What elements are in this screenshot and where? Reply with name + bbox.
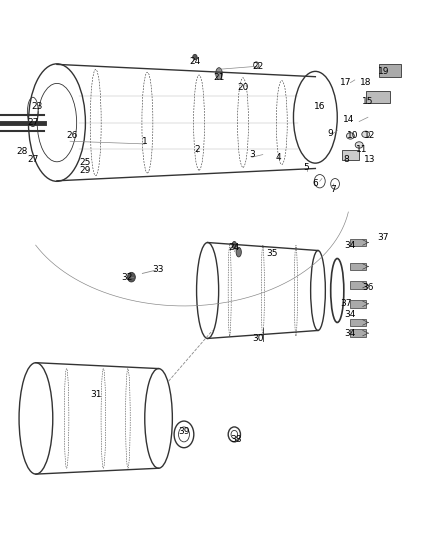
Bar (342, 150, 359, 160)
Text: 13: 13 (364, 156, 376, 164)
Bar (350, 263, 366, 270)
Text: 12: 12 (364, 132, 376, 140)
Text: 3: 3 (249, 150, 255, 159)
Text: 37: 37 (378, 233, 389, 241)
Text: 21: 21 (213, 73, 225, 82)
Text: 38: 38 (231, 435, 242, 444)
Text: 6: 6 (312, 180, 318, 188)
Text: 20: 20 (237, 84, 249, 92)
Text: 10: 10 (347, 132, 358, 140)
Bar (350, 239, 366, 246)
Text: 31: 31 (91, 390, 102, 399)
Text: 39: 39 (178, 427, 190, 436)
Text: 22: 22 (253, 62, 264, 71)
Text: 24: 24 (229, 244, 240, 252)
Bar (350, 281, 366, 289)
Text: 18: 18 (360, 78, 371, 87)
Text: 23: 23 (32, 102, 43, 111)
Text: 11: 11 (356, 145, 367, 154)
Text: 7: 7 (330, 185, 336, 193)
Text: 26: 26 (67, 132, 78, 140)
Ellipse shape (127, 272, 135, 282)
Ellipse shape (346, 133, 354, 139)
Ellipse shape (232, 241, 237, 249)
Text: 33: 33 (152, 265, 163, 273)
Text: 9: 9 (328, 129, 334, 138)
Ellipse shape (362, 131, 370, 138)
Text: 37: 37 (340, 300, 352, 308)
Text: 2: 2 (194, 145, 200, 154)
Text: 27: 27 (27, 156, 39, 164)
Bar (379, 64, 401, 77)
Text: 25: 25 (80, 158, 91, 167)
Text: 24: 24 (189, 57, 201, 66)
Text: 17: 17 (340, 78, 352, 87)
Text: 8: 8 (343, 156, 349, 164)
Text: 34: 34 (345, 310, 356, 319)
Text: 14: 14 (343, 116, 354, 124)
Bar (350, 300, 366, 308)
Bar (366, 91, 390, 103)
Ellipse shape (355, 142, 363, 148)
Ellipse shape (236, 247, 241, 257)
Text: 28: 28 (16, 148, 28, 156)
Text: 5: 5 (304, 164, 310, 172)
Text: 30: 30 (253, 334, 264, 343)
Bar (350, 319, 366, 326)
Text: 1: 1 (141, 137, 148, 146)
Text: 29: 29 (80, 166, 91, 175)
Text: 32: 32 (121, 273, 133, 281)
Text: 19: 19 (378, 68, 389, 76)
Text: 27: 27 (27, 118, 39, 127)
Ellipse shape (193, 54, 197, 60)
Text: 34: 34 (345, 329, 356, 337)
Text: 34: 34 (345, 241, 356, 249)
Text: 36: 36 (362, 284, 374, 292)
Bar (350, 329, 366, 337)
Text: 15: 15 (362, 97, 374, 106)
Ellipse shape (215, 68, 222, 79)
Text: 16: 16 (314, 102, 325, 111)
Text: 4: 4 (276, 153, 281, 161)
Text: 35: 35 (266, 249, 277, 257)
